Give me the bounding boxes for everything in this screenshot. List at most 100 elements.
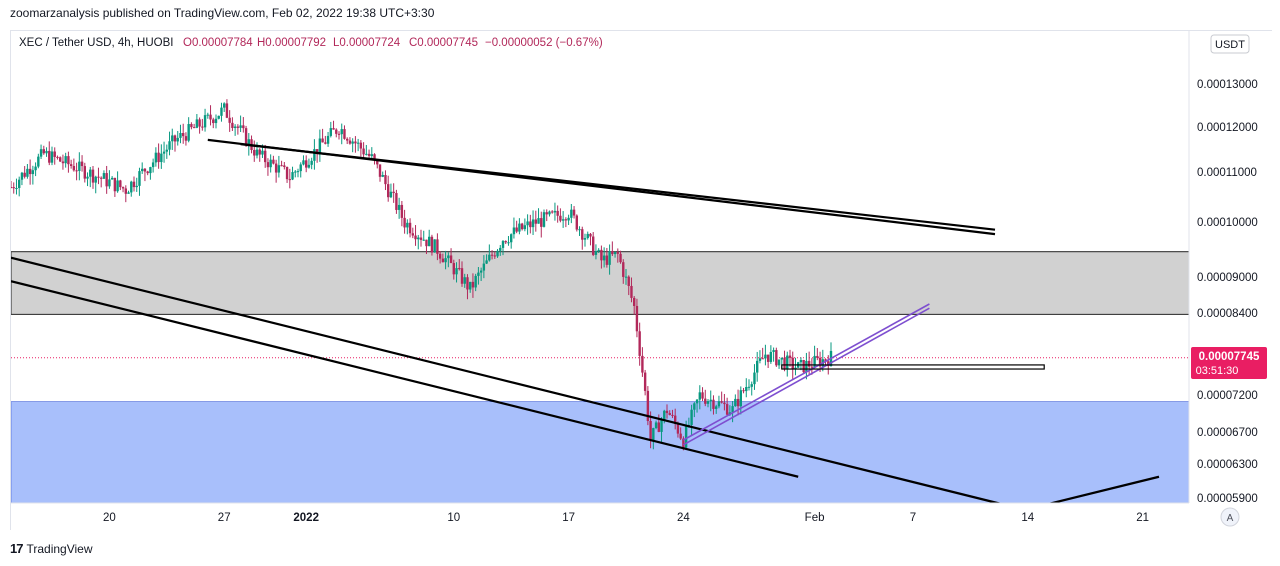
candle-body — [766, 354, 770, 362]
candle-body — [340, 129, 343, 135]
recent-support-box[interactable] — [781, 364, 1045, 370]
footer: 17 TradingView — [10, 541, 93, 556]
candle-body — [490, 254, 494, 256]
candle-body — [788, 355, 792, 358]
candle-body — [127, 192, 130, 194]
candle-body — [42, 149, 45, 154]
x-tick-label: 24 — [677, 512, 690, 524]
candle-body — [146, 171, 149, 174]
candle-body — [244, 128, 248, 146]
candle-body — [674, 415, 677, 424]
candle-body — [523, 225, 527, 230]
candle-body — [507, 242, 510, 244]
candle-body — [638, 331, 641, 356]
descending-support-line-1[interactable] — [11, 256, 1012, 508]
x-tick-label: 7 — [910, 512, 916, 524]
resistance-zone[interactable] — [11, 251, 1190, 315]
candle-body — [321, 138, 324, 143]
price-chart[interactable]: 0.00013000 0.00012000 0.00011000 0.00010000… — [11, 31, 1273, 531]
candle-body — [482, 263, 486, 271]
candle-body — [151, 162, 155, 168]
candle-body — [810, 366, 814, 368]
candle-body — [346, 138, 349, 141]
candle-body — [143, 168, 147, 172]
candle-body — [53, 151, 56, 157]
candle-body — [630, 285, 633, 298]
candle-body — [496, 250, 499, 257]
footer-brand[interactable]: TradingView — [26, 541, 93, 556]
candle-body — [564, 219, 568, 221]
candle-body — [695, 399, 699, 404]
rising-channel-upper[interactable] — [683, 303, 930, 441]
candle-body — [192, 127, 196, 129]
rising-channel-lower[interactable] — [683, 307, 930, 446]
candle-body — [351, 141, 354, 144]
descending-support-line-2[interactable] — [11, 280, 799, 478]
candle-body — [367, 153, 371, 156]
candle-body — [635, 305, 639, 332]
candle-body — [493, 255, 496, 257]
candle-body — [343, 129, 346, 139]
legend-low: L0.00007724 — [333, 37, 401, 49]
candle-body — [69, 164, 73, 166]
candle-body — [15, 188, 18, 190]
candle-body — [466, 277, 469, 290]
candle-body — [337, 133, 341, 135]
candle-body — [310, 160, 313, 165]
candle-body — [31, 170, 35, 175]
auto-scale-button[interactable] — [1220, 507, 1240, 527]
candle-body — [37, 156, 40, 167]
candle-body — [436, 239, 439, 254]
chart-panel[interactable]: 0.00013000 0.00012000 0.00011000 0.00010000… — [10, 30, 1273, 531]
candle-body — [756, 360, 759, 373]
candle-body — [154, 152, 158, 163]
candle-body — [105, 173, 108, 187]
candle-body — [348, 140, 352, 144]
candle-body — [775, 350, 778, 366]
candle-body — [824, 359, 827, 362]
candle-body — [359, 142, 363, 149]
candle-body — [403, 217, 406, 228]
candle-body — [758, 358, 762, 361]
candle-body — [242, 125, 245, 129]
candle-body — [231, 122, 234, 128]
candle-body — [690, 409, 693, 425]
candle-body — [772, 350, 775, 352]
y-tick-label: 0.00005900 — [1197, 493, 1258, 505]
auto-scale-label[interactable]: A — [1227, 513, 1234, 524]
candle-body — [441, 258, 445, 263]
candle-body — [608, 251, 611, 265]
candle-body — [78, 161, 81, 171]
candle-body — [223, 103, 226, 108]
candle-body — [783, 357, 786, 370]
candle-body — [389, 191, 393, 198]
candle-body — [499, 247, 502, 251]
candle-body — [258, 149, 261, 155]
tradingview-logo-icon[interactable]: 17 — [10, 541, 24, 556]
candle-body — [469, 281, 472, 290]
currency-badge-box[interactable] — [1210, 34, 1250, 54]
candle-body — [592, 236, 595, 255]
price-tag-box — [1191, 347, 1267, 379]
legend-change: −0.00000052 (−0.67%) — [485, 37, 603, 49]
candle-body — [736, 398, 740, 407]
candle-body — [444, 258, 447, 263]
support-zone[interactable] — [11, 401, 1190, 504]
candle-body — [296, 171, 300, 173]
candle-body — [291, 172, 294, 180]
y-tick-label: 0.00009000 — [1197, 272, 1258, 284]
candle-body — [657, 422, 660, 432]
descending-resistance-line-2[interactable] — [240, 143, 996, 231]
candle-body — [277, 165, 281, 173]
candle-body — [414, 235, 417, 240]
candle-body — [28, 168, 32, 175]
x-tick-label: Feb — [805, 512, 825, 524]
candle-body — [660, 420, 663, 432]
candle-body — [365, 153, 368, 155]
candle-body — [356, 142, 360, 144]
candle-body — [195, 119, 199, 128]
candle-body — [534, 219, 537, 224]
currency-badge[interactable]: USDT — [1215, 39, 1245, 51]
candle-body — [61, 161, 65, 164]
candle-body — [624, 276, 628, 278]
